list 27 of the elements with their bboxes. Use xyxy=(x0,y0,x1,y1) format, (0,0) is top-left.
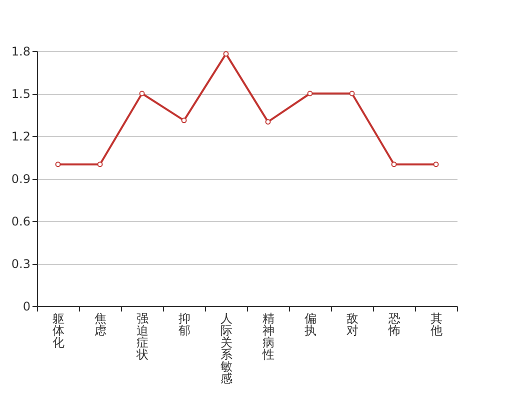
y-tick-label: 1.8 xyxy=(11,44,30,58)
y-tick-label: 0.3 xyxy=(11,257,30,271)
x-tick-label: 躯体化 xyxy=(52,312,64,350)
point xyxy=(349,90,355,96)
x-tick-label: 其他 xyxy=(430,312,442,338)
x-tick-label: 焦虑 xyxy=(94,312,106,338)
x-tick-label: 强迫症状 xyxy=(136,312,148,362)
point xyxy=(265,119,271,125)
point xyxy=(391,162,397,168)
y-tick-label: 1.5 xyxy=(11,87,30,101)
point xyxy=(433,162,439,168)
point xyxy=(55,162,61,168)
point xyxy=(181,118,187,124)
x-tick-label: 恐怖 xyxy=(388,312,400,338)
point xyxy=(307,90,313,96)
point xyxy=(223,51,229,57)
y-tick-label: 0 xyxy=(22,300,30,314)
y-tick-label: 1.2 xyxy=(11,130,30,144)
y-tick-label: 0.9 xyxy=(11,172,30,186)
x-tick-label: 精神病性 xyxy=(262,312,274,362)
x-tick-label: 敌对 xyxy=(346,312,358,338)
x-tick-label: 抑郁 xyxy=(178,312,190,338)
x-tick-label: 人际关系敏感 xyxy=(220,312,232,386)
x-tick-label: 偏执 xyxy=(304,312,316,338)
y-tick-label: 0.6 xyxy=(11,214,30,228)
point xyxy=(139,90,145,96)
point xyxy=(97,162,103,168)
